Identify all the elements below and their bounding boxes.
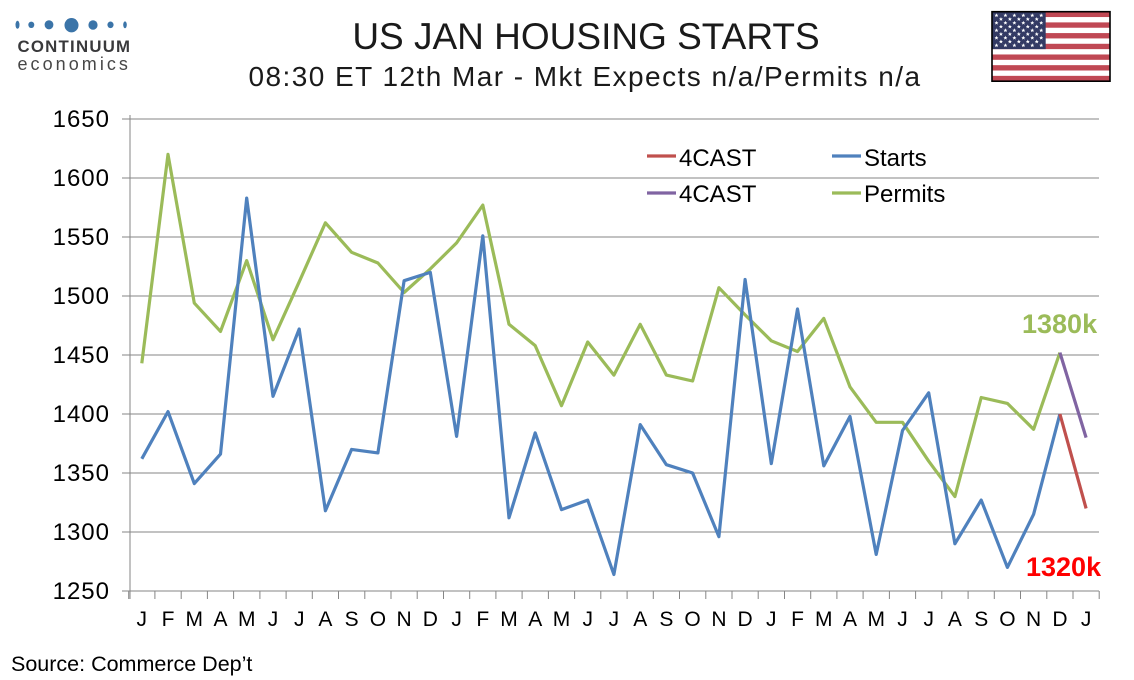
svg-text:A: A (843, 608, 857, 631)
svg-text:M: M (553, 608, 571, 631)
svg-text:J: J (609, 608, 620, 631)
svg-text:D: D (738, 608, 753, 631)
svg-text:J: J (137, 608, 148, 631)
svg-text:M: M (867, 608, 885, 631)
svg-text:1400: 1400 (53, 401, 110, 428)
svg-text:1600: 1600 (53, 165, 110, 192)
svg-text:N: N (1026, 608, 1041, 631)
svg-text:1250: 1250 (53, 578, 110, 605)
svg-text:1320k: 1320k (1026, 552, 1102, 582)
svg-text:Starts: Starts (864, 145, 927, 172)
svg-text:J: J (451, 608, 462, 631)
svg-text:1450: 1450 (53, 342, 110, 369)
svg-text:O: O (370, 608, 386, 631)
svg-text:US JAN HOUSING STARTS: US JAN HOUSING STARTS (352, 16, 819, 57)
svg-text:4CAST: 4CAST (679, 145, 757, 172)
svg-text:J: J (582, 608, 593, 631)
svg-text:F: F (476, 608, 489, 631)
svg-text:A: A (318, 608, 332, 631)
svg-text:S: S (974, 608, 988, 631)
svg-text:A: A (213, 608, 227, 631)
svg-text:N: N (711, 608, 726, 631)
svg-text:A: A (633, 608, 647, 631)
svg-text:Source: Commerce Dep’t: Source: Commerce Dep’t (11, 652, 252, 676)
svg-text:F: F (162, 608, 175, 631)
svg-text:1500: 1500 (53, 283, 110, 310)
svg-text:1300: 1300 (53, 519, 110, 546)
svg-text:D: D (1052, 608, 1067, 631)
svg-text:M: M (500, 608, 518, 631)
svg-text:F: F (791, 608, 804, 631)
svg-text:1650: 1650 (53, 106, 110, 133)
svg-text:N: N (397, 608, 412, 631)
svg-text:J: J (766, 608, 777, 631)
svg-text:A: A (528, 608, 542, 631)
svg-text:D: D (423, 608, 438, 631)
svg-text:1350: 1350 (53, 460, 110, 487)
svg-text:J: J (923, 608, 934, 631)
svg-text:J: J (897, 608, 908, 631)
svg-text:4CAST: 4CAST (679, 181, 757, 208)
svg-text:O: O (684, 608, 700, 631)
svg-text:J: J (294, 608, 305, 631)
svg-text:CONTINUUM: CONTINUUM (18, 37, 132, 56)
svg-text:M: M (186, 608, 204, 631)
svg-text:M: M (238, 608, 256, 631)
svg-text:M: M (815, 608, 833, 631)
svg-text:08:30 ET 12th Mar - Mkt Expect: 08:30 ET 12th Mar - Mkt Expects n/a/Perm… (249, 61, 922, 92)
svg-text:A: A (948, 608, 962, 631)
svg-text:O: O (999, 608, 1015, 631)
svg-text:Permits: Permits (864, 181, 945, 208)
svg-text:S: S (345, 608, 359, 631)
svg-text:S: S (659, 608, 673, 631)
svg-text:economics: economics (18, 54, 132, 74)
svg-text:1550: 1550 (53, 224, 110, 251)
svg-text:1380k: 1380k (1022, 309, 1098, 339)
svg-text:J: J (1081, 608, 1092, 631)
svg-text:J: J (268, 608, 279, 631)
